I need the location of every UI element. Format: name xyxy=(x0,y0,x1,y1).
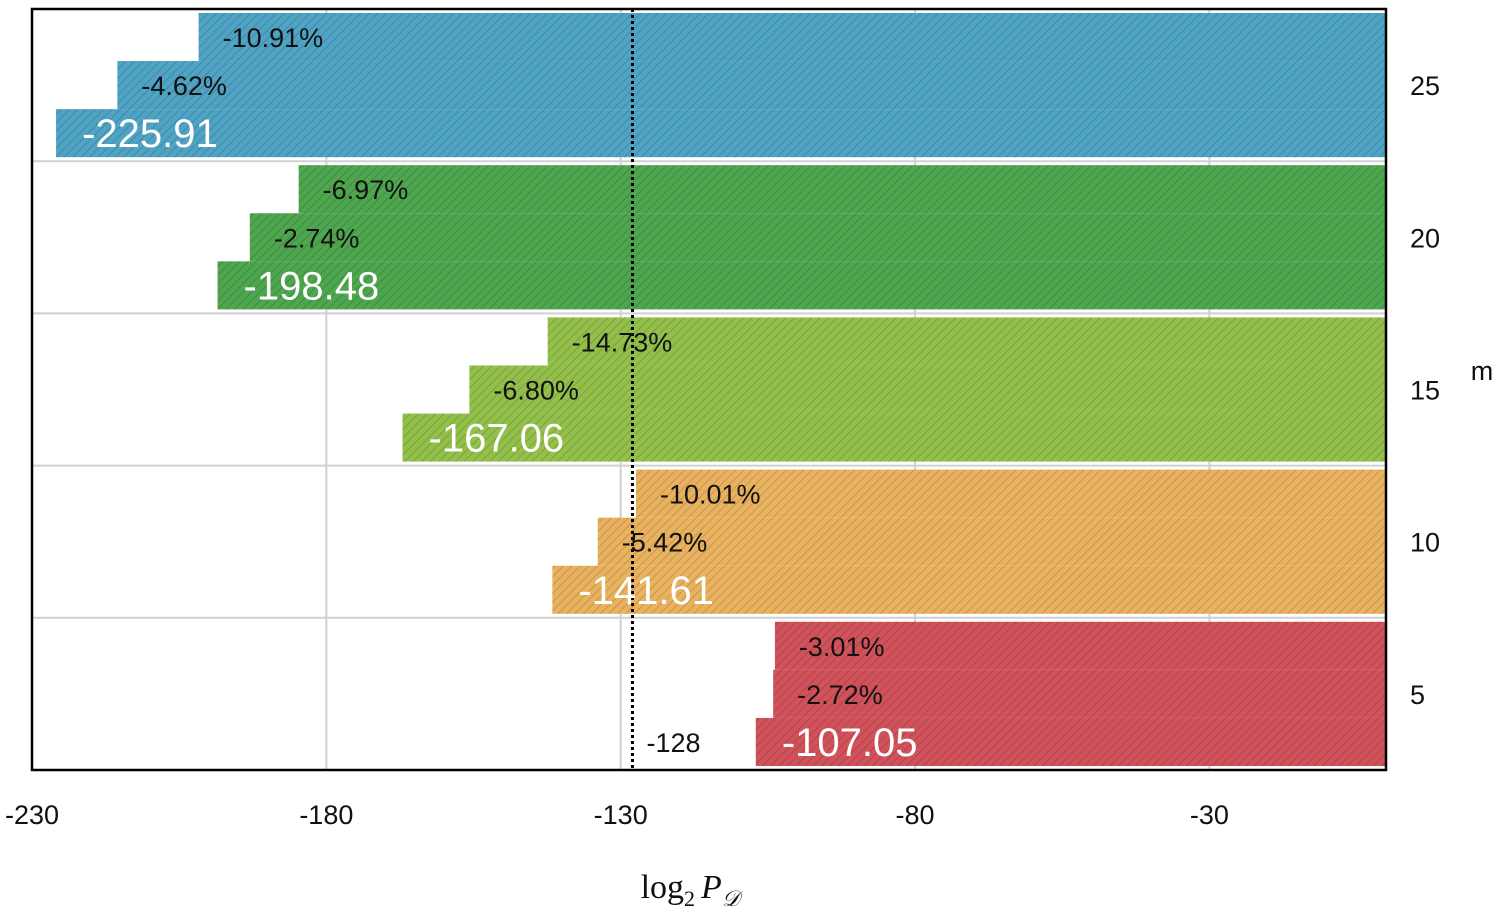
plot-frame xyxy=(30,7,1388,772)
bar-hatch xyxy=(773,669,1386,718)
x-tick-label: -80 xyxy=(896,800,935,830)
bar-hatch xyxy=(402,413,1387,462)
bar-percent-label: -2.74% xyxy=(274,223,360,253)
bar-hatch xyxy=(774,621,1386,670)
bar-percent-label: -10.91% xyxy=(223,23,324,53)
x-axis-ticks: -230 -180 -130 -80 -30 xyxy=(5,800,1229,830)
y-tick-label: 5 xyxy=(1410,680,1425,710)
x-axis-label: log2 P𝒟 xyxy=(641,869,744,911)
bar-value-label: -167.06 xyxy=(429,417,565,461)
data-labels: -10.91% -4.62% -225.91 -6.97% -2.74% -198.48 -… xyxy=(82,23,917,765)
bar-value-label: -225.91 xyxy=(82,112,218,156)
bar-value-label: -141.61 xyxy=(578,569,714,613)
bar-hatch xyxy=(636,469,1386,518)
x-tick-label: -180 xyxy=(299,800,353,830)
bar-hatch xyxy=(597,517,1386,566)
bars xyxy=(56,13,1387,766)
bar-percent-label: -5.42% xyxy=(622,528,708,558)
bar-percent-label: -6.97% xyxy=(323,175,409,205)
y-tick-label: 20 xyxy=(1410,223,1440,253)
y-axis-label: m xyxy=(1471,356,1494,386)
bar-percent-label: -14.73% xyxy=(572,327,673,357)
y-tick-label: 10 xyxy=(1410,528,1440,558)
reference-line-label: -128 xyxy=(646,728,700,758)
bar-percent-label: -2.72% xyxy=(797,680,883,710)
bar-hatch xyxy=(469,365,1386,414)
bar-hatch xyxy=(56,109,1387,158)
bar-hatch xyxy=(552,565,1386,614)
bar-hatch xyxy=(117,61,1387,110)
x-tick-label: -130 xyxy=(594,800,648,830)
y-tick-label: 15 xyxy=(1410,376,1440,406)
bar-value-label: -107.05 xyxy=(782,721,918,765)
bar-hatch xyxy=(198,13,1387,62)
bar-hatch xyxy=(217,261,1386,310)
bar-hatch xyxy=(249,213,1387,262)
bar-value-label: -198.48 xyxy=(244,264,380,308)
bar-percent-label: -3.01% xyxy=(799,632,885,662)
x-tick-label: -230 xyxy=(5,800,59,830)
bar-hatch xyxy=(547,317,1386,366)
bar-hatch xyxy=(755,717,1386,766)
bar-percent-label: -6.80% xyxy=(493,376,579,406)
y-tick-label: 25 xyxy=(1410,71,1440,101)
bar-percent-label: -10.01% xyxy=(660,480,761,510)
x-tick-label: -30 xyxy=(1190,800,1229,830)
bar-hatch xyxy=(298,165,1386,214)
bar-percent-label: -4.62% xyxy=(141,71,227,101)
y-axis-ticks: 25 20 15 10 5 xyxy=(1410,71,1440,710)
